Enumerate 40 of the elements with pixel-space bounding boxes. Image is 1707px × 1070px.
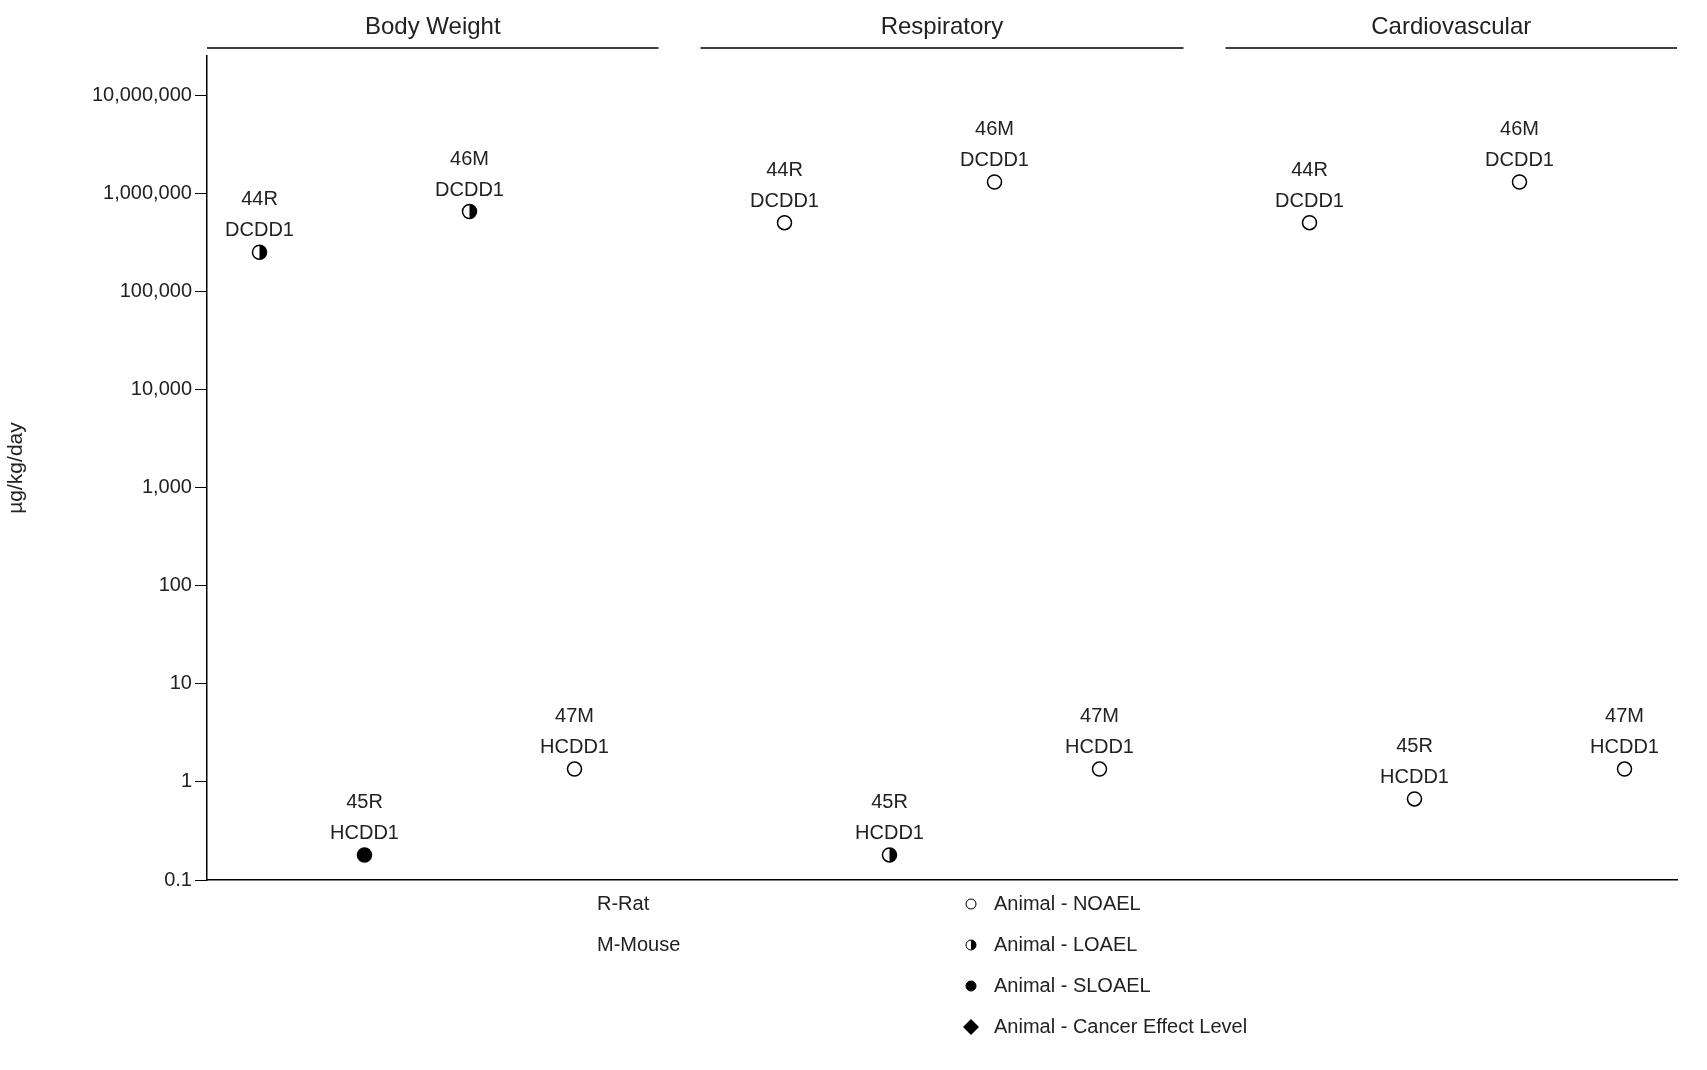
data-label: 46M DCDD1 (1485, 116, 1554, 170)
y-tick-label: 1,000 (141, 475, 192, 498)
point (986, 174, 1003, 190)
text: Cardiovascular (1371, 12, 1532, 39)
data-label: 44R DCDD1 (225, 187, 294, 241)
point (1511, 174, 1528, 190)
text: R-Rat (597, 892, 650, 915)
text: Body Weight (364, 12, 501, 39)
data-label: 46M DCDD1 (960, 116, 1029, 170)
point (1616, 761, 1633, 777)
point (1406, 791, 1423, 807)
text: M-Mouse (597, 933, 681, 956)
data-label: 46M DCDD1 (435, 146, 504, 200)
legend-label: Animal - SLOAEL (994, 974, 1151, 997)
y-tick-label: 1,000,000 (103, 180, 192, 203)
legend-label: Animal - NOAEL (994, 892, 1141, 915)
data-label: 45R HCDD1 (855, 789, 924, 843)
point (356, 847, 373, 863)
point (566, 761, 583, 777)
data-label: 47M HCDD1 (1065, 704, 1134, 758)
text: Respiratory (880, 12, 1004, 39)
data-label: 44R DCDD1 (750, 157, 819, 211)
legend-label: Animal - LOAEL (994, 933, 1138, 956)
point (776, 214, 793, 231)
y-axis-title: µg/kg/day (3, 421, 27, 514)
data-label: 47M HCDD1 (1590, 704, 1659, 758)
y-tick-label: 100,000 (119, 278, 192, 301)
y-tick-label: 1 (180, 769, 192, 792)
y-tick-label: 100 (158, 573, 192, 596)
point (1091, 761, 1108, 777)
point (1301, 214, 1318, 231)
y-tick-label: 10,000 (130, 376, 192, 399)
y-tick-label: 10 (169, 671, 192, 694)
data-label: 45R HCDD1 (330, 789, 399, 843)
data-label: 44R DCDD1 (1275, 157, 1344, 211)
y-tick-label: 10,000,000 (91, 82, 192, 105)
y-tick-label: 0.1 (164, 867, 192, 890)
data-label: 45R HCDD1 (1380, 733, 1449, 787)
data-label: 47M HCDD1 (540, 704, 609, 758)
legend-label: Animal - Cancer Effect Level (994, 1015, 1248, 1038)
